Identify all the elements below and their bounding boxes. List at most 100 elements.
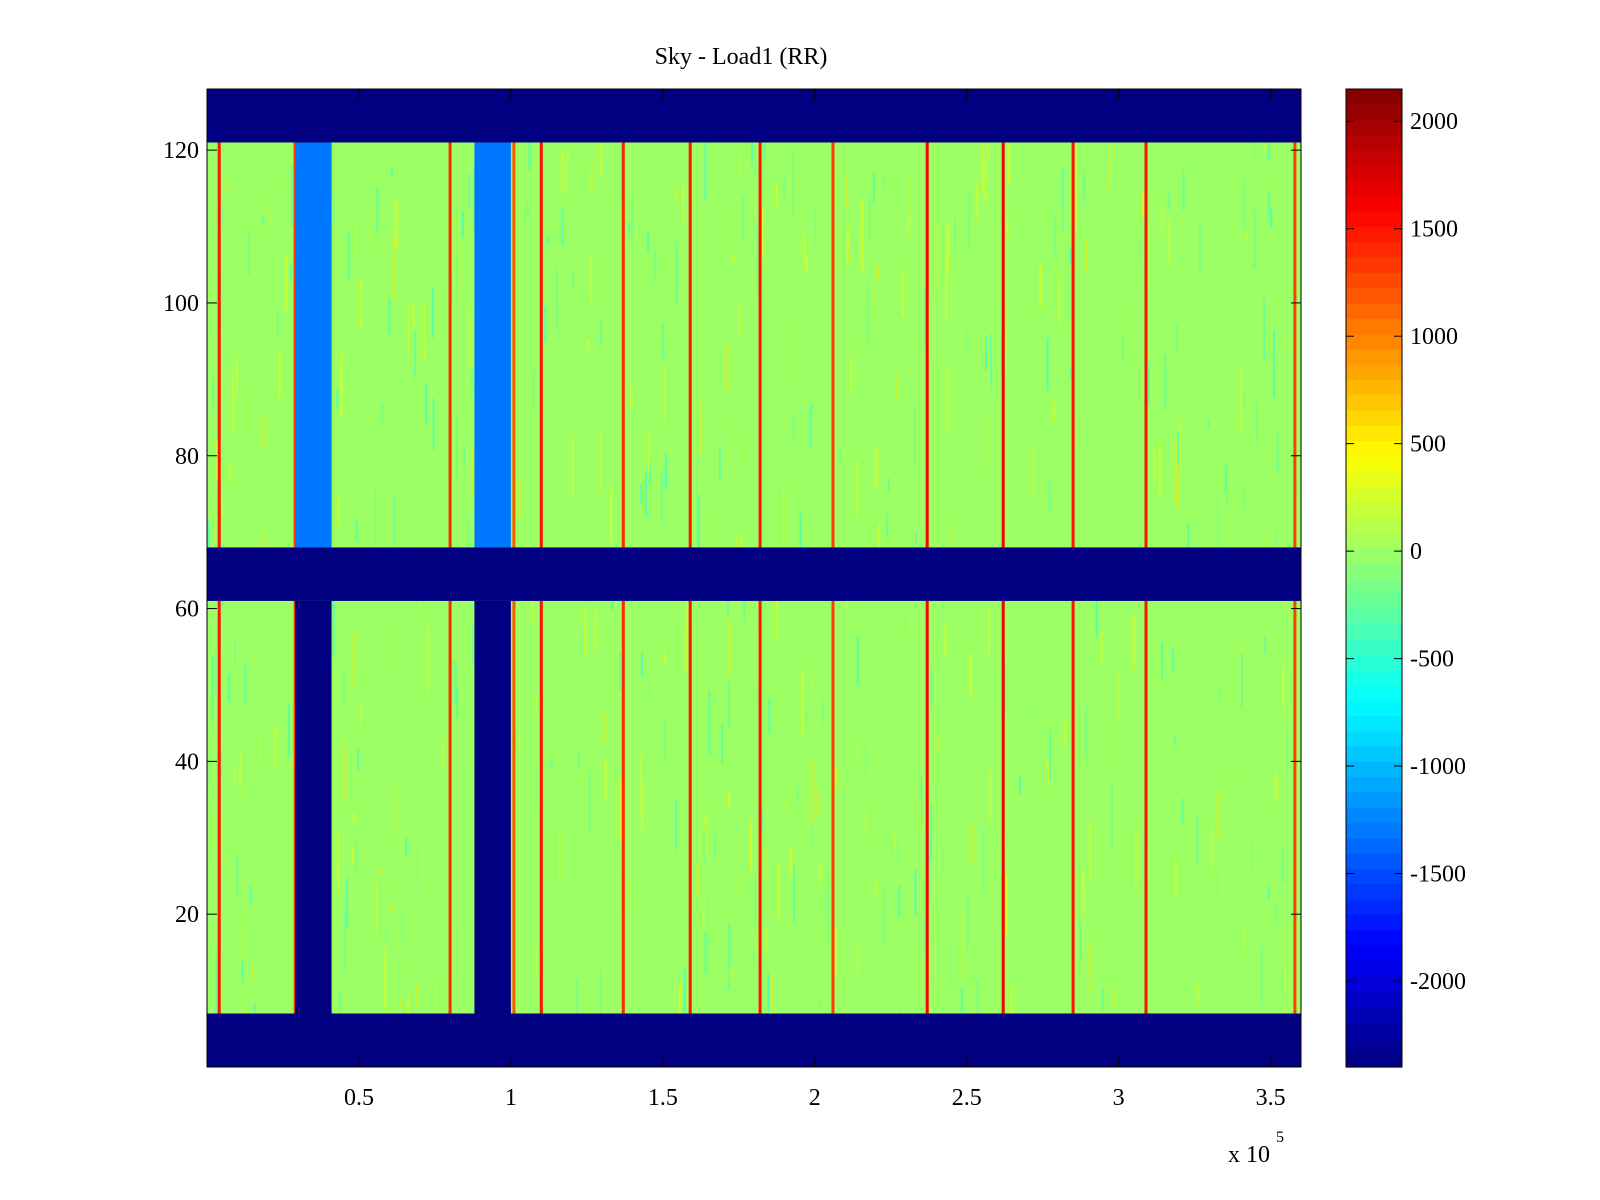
texture-streak — [747, 986, 750, 1030]
texture-streak — [889, 843, 892, 912]
colorbar-step — [1346, 195, 1402, 212]
colorbar-step — [1346, 440, 1402, 457]
texture-streak — [413, 330, 416, 377]
texture-streak — [432, 398, 435, 450]
texture-streak — [883, 174, 885, 189]
texture-streak — [918, 799, 921, 831]
texture-streak — [661, 323, 664, 364]
texture-streak — [803, 234, 806, 263]
texture-streak — [783, 170, 786, 236]
texture-streak — [1256, 400, 1259, 445]
texture-streak — [727, 681, 730, 730]
texture-streak — [1134, 828, 1137, 890]
texture-streak — [685, 250, 688, 291]
texture-streak — [599, 969, 602, 1035]
texture-streak — [389, 905, 392, 914]
colorbar-step — [1346, 89, 1402, 105]
texture-streak — [343, 670, 345, 708]
texture-streak — [699, 401, 702, 454]
texture-streak — [665, 453, 668, 489]
texture-streak — [1105, 129, 1108, 184]
texture-streak — [355, 519, 358, 542]
texture-streak — [454, 660, 457, 703]
texture-streak — [1160, 203, 1163, 236]
texture-streak — [423, 303, 426, 359]
texture-streak — [901, 269, 904, 317]
texture-streak — [244, 662, 247, 704]
texture-streak — [814, 204, 817, 247]
colorbar-step — [1346, 853, 1402, 869]
texture-streak — [276, 307, 279, 337]
x-axis: 0.5 1 1.5 2 2.5 3 3.5 — [344, 89, 1286, 1111]
colorbar-step — [1346, 364, 1402, 380]
texture-streak — [1004, 834, 1006, 849]
texture-streak — [332, 202, 335, 224]
texture-streak — [1218, 775, 1221, 835]
texture-streak — [1085, 241, 1088, 272]
texture-streak — [1040, 477, 1043, 487]
texture-streak — [878, 523, 881, 558]
texture-streak — [1207, 418, 1210, 429]
texture-streak — [533, 369, 535, 408]
y-tick-label: 120 — [163, 138, 199, 164]
texture-streak — [765, 928, 768, 953]
texture-streak — [675, 242, 678, 306]
texture-streak — [535, 765, 538, 805]
texture-streak — [1085, 425, 1088, 442]
texture-streak — [354, 222, 357, 257]
colorbar-step — [1346, 211, 1402, 228]
texture-streak — [664, 718, 667, 760]
texture-streak — [369, 139, 372, 204]
x-tick-label: 2.5 — [952, 1085, 982, 1111]
x-tick-label: 1 — [505, 1085, 517, 1111]
texture-streak — [909, 223, 912, 292]
texture-streak — [686, 600, 689, 632]
texture-streak — [1061, 169, 1064, 230]
texture-streak — [340, 353, 343, 416]
colorbar-tick-label: 1500 — [1410, 217, 1458, 243]
texture-streak — [749, 329, 752, 378]
texture-streak — [1084, 707, 1087, 758]
y-tick-label: 60 — [175, 597, 199, 623]
colorbar-step — [1346, 180, 1402, 197]
colorbar-tick-label: -1000 — [1410, 754, 1466, 780]
texture-streak — [279, 903, 282, 948]
texture-streak — [982, 144, 985, 193]
texture-streak — [409, 955, 412, 981]
texture-streak — [561, 150, 564, 190]
texture-streak — [662, 355, 665, 372]
colorbar-step — [1346, 471, 1402, 487]
texture-streak — [932, 879, 935, 898]
texture-streak — [936, 221, 939, 287]
texture-streak — [1284, 935, 1287, 989]
texture-streak — [839, 450, 842, 467]
texture-streak — [763, 135, 766, 159]
texture-streak — [697, 864, 700, 897]
texture-streak — [756, 229, 759, 295]
colorbar-axis: 2000 1500 1000 500 0 -500 -1000 -1500 -2000 — [1346, 109, 1466, 995]
texture-streak — [946, 225, 949, 273]
texture-streak — [239, 749, 242, 792]
texture-streak — [944, 626, 947, 656]
texture-streak — [367, 591, 369, 635]
texture-streak — [647, 232, 650, 252]
texture-streak — [572, 271, 575, 289]
texture-streak — [214, 650, 217, 695]
texture-streak — [416, 842, 419, 885]
texture-streak — [469, 308, 472, 374]
texture-streak — [1195, 152, 1198, 209]
texture-streak — [799, 513, 802, 570]
colorbar-step — [1346, 409, 1402, 426]
texture-streak — [1197, 984, 1200, 1004]
texture-streak — [945, 257, 948, 322]
colorbar-step — [1346, 944, 1402, 961]
texture-streak — [249, 885, 252, 905]
texture-streak — [1075, 122, 1078, 175]
texture-streak — [415, 980, 418, 1006]
colorbar — [1345, 88, 1403, 1068]
texture-streak — [1270, 208, 1273, 227]
texture-streak — [958, 415, 961, 480]
texture-streak — [228, 465, 231, 484]
texture-streak — [984, 160, 987, 203]
texture-streak — [685, 627, 688, 674]
